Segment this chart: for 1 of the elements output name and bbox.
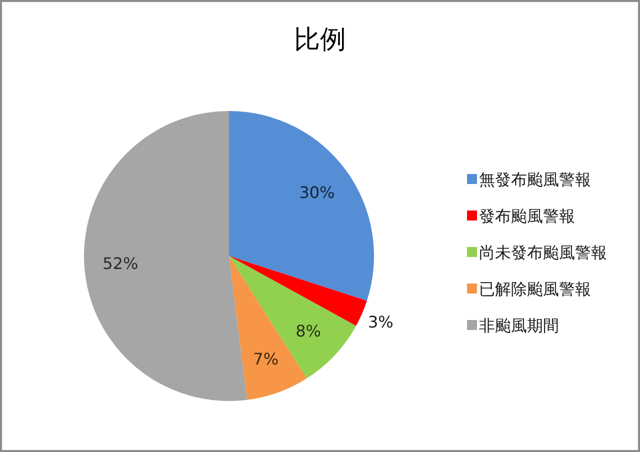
title: 比例 [294,25,346,55]
